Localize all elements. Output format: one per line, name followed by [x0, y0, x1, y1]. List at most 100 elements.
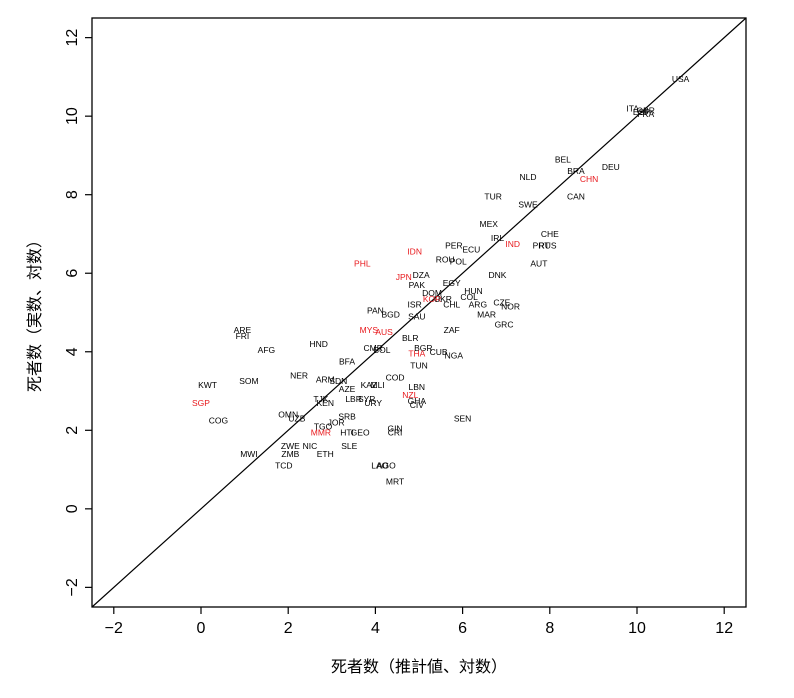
point-label-fri: FRI [236, 331, 250, 341]
point-label-zaf: ZAF [444, 325, 460, 335]
point-label-cod: COD [386, 372, 405, 382]
point-label-rou: ROU [436, 254, 455, 264]
point-label-afg: AFG [258, 345, 275, 355]
point-label-zmb: ZMB [281, 449, 299, 459]
point-label-kwt: KWT [198, 380, 217, 390]
point-label-bol: BOL [373, 345, 390, 355]
y-axis: −2 0 2 4 6 8 10 12 [64, 29, 92, 596]
point-label-nic: NIC [303, 441, 318, 451]
y-axis-label: 死者数（実数、対数） [25, 232, 44, 392]
point-label-pak: PAK [409, 280, 426, 290]
point-label-can: CAN [567, 192, 585, 202]
point-label-irl: IRL [491, 233, 505, 243]
point-label-tha: THA [408, 349, 425, 359]
point-label-rus: RUS [539, 241, 557, 251]
point-label-mmr: MMR [311, 427, 331, 437]
point-label-bgr: BGR [414, 343, 432, 353]
point-label-bgd: BGD [381, 309, 399, 319]
point-label-aze: AZE [339, 384, 356, 394]
x-tick-label: 8 [545, 620, 554, 637]
point-label-nzl: NZL [402, 390, 418, 400]
point-label-dza: DZA [413, 270, 430, 280]
point-label-ecu: ECU [462, 245, 480, 255]
point-label-zwe: ZWE [281, 441, 300, 451]
point-label-per: PER [445, 241, 462, 251]
y-tick-label: 6 [64, 269, 81, 278]
x-tick-label: 6 [458, 620, 467, 637]
point-label-mrt: MRT [386, 476, 404, 486]
point-label-prt: PRT [533, 241, 550, 251]
point-label-aut: AUT [530, 258, 547, 268]
point-label-arm: ARM [316, 374, 335, 384]
point-label-bra: BRA [567, 166, 585, 176]
point-label-fra: FRA [637, 109, 654, 119]
point-label-tcd: TCD [275, 461, 292, 471]
point-label-deu: DEU [602, 162, 620, 172]
point-label-sgp: SGP [192, 398, 210, 408]
y-tick-label: 4 [64, 347, 81, 356]
point-label-idn: IDN [407, 247, 422, 257]
point-label-ner: NER [290, 370, 308, 380]
point-label-cog: COG [209, 415, 228, 425]
point-label-cze: CZE [493, 298, 510, 308]
point-label-mli: MLI [370, 380, 384, 390]
y-tick-label: 2 [64, 426, 81, 435]
point-label-tgo: TGO [314, 421, 333, 431]
identity-line [91, 17, 747, 608]
point-label-cri: CRI [388, 427, 403, 437]
point-label-bfa: BFA [339, 357, 355, 367]
point-label-ken: KEN [317, 398, 334, 408]
point-label-pan: PAN [367, 306, 384, 316]
point-label-tun: TUN [410, 361, 427, 371]
point-label-hun: HUN [464, 286, 482, 296]
point-label-eth: ETH [317, 449, 334, 459]
point-label-gin: GIN [387, 423, 402, 433]
x-tick-label: 10 [628, 620, 646, 637]
y-tick-label: 10 [64, 107, 81, 125]
y-tick-label: 8 [64, 190, 81, 199]
point-label-ind: IND [505, 239, 520, 249]
point-label-dom: DOM [422, 288, 442, 298]
point-label-nor: NOR [501, 302, 520, 312]
point-label-ita: ITA [626, 103, 639, 113]
point-label-mex: MEX [480, 219, 499, 229]
x-tick-label: 12 [715, 620, 733, 637]
x-tick-label: 0 [197, 620, 206, 637]
point-label-bel: BEL [555, 154, 571, 164]
point-label-mys: MYS [360, 325, 379, 335]
x-tick-label: 2 [284, 620, 293, 637]
point-label-sdn: SDN [329, 376, 347, 386]
y-tick-label: 0 [64, 504, 81, 513]
point-label-hnd: HND [310, 339, 328, 349]
point-label-gha: GHA [408, 396, 427, 406]
point-label-isr: ISR [408, 300, 422, 310]
point-label-pol: POL [450, 256, 467, 266]
plot-frame [91, 17, 747, 608]
point-label-lao: LAO [371, 461, 388, 471]
point-label-ago: AGO [377, 461, 396, 471]
y-tick-label: 12 [64, 29, 81, 47]
point-label-kaz: KAZ [361, 380, 378, 390]
point-label-chl: CHL [443, 300, 460, 310]
point-label-esp: ESP [633, 107, 650, 117]
x-tick-label: −2 [105, 620, 123, 637]
point-label-cmr: CMR [364, 343, 383, 353]
point-label-tur: TUR [484, 192, 501, 202]
point-label-ury: URY [364, 398, 382, 408]
x-tick-label: 4 [371, 620, 380, 637]
point-label-chn: CHN [580, 174, 598, 184]
point-label-are: ARE [234, 325, 252, 335]
point-label-grc: GRC [495, 319, 514, 329]
point-label-usa: USA [672, 74, 690, 84]
point-label-egy: EGY [443, 278, 461, 288]
point-label-nga: NGA [445, 351, 464, 361]
point-label-gbr: GBR [637, 105, 655, 115]
x-axis-label: 死者数（推計値、対数） [331, 657, 507, 676]
point-label-syr: SYR [358, 394, 375, 404]
point-label-omn: OMN [278, 410, 298, 420]
point-label-dnk: DNK [489, 270, 507, 280]
point-label-arg: ARG [469, 300, 487, 310]
point-label-phl: PHL [354, 258, 371, 268]
point-label-sen: SEN [454, 414, 471, 424]
